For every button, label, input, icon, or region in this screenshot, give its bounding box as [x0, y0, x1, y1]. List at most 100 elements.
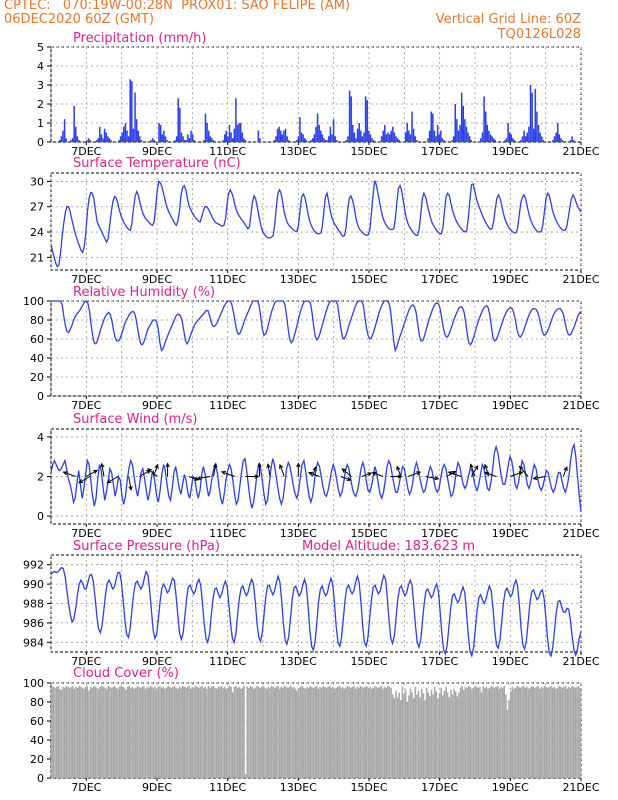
cloud-cover-xtick-label: 21DEC [562, 781, 599, 794]
precipitation-bar [126, 130, 128, 142]
precipitation-xtick-label: 7DEC [71, 145, 101, 158]
cloud-cover-bar [354, 688, 357, 778]
cloud-cover-bar [257, 686, 260, 778]
cloud-cover-xtick-label: 11DEC [209, 781, 246, 794]
precipitation-bar [536, 111, 538, 142]
precipitation-bar [190, 130, 192, 142]
precipitation-bar [366, 100, 368, 142]
precipitation-bar [441, 138, 444, 142]
precipitation-bar [225, 130, 228, 142]
cloud-cover-bar [235, 685, 237, 778]
precipitation-bar [182, 136, 184, 142]
cloud-cover-bar [156, 689, 158, 778]
cloud-cover-bar [569, 687, 572, 778]
cloud-cover-bar [341, 686, 344, 778]
cloud-cover-bar [312, 687, 315, 778]
cloud-cover-bar [223, 686, 226, 778]
cloud-cover-ytick-label: 0 [37, 772, 44, 785]
cloud-cover-bar [501, 687, 504, 778]
cloud-cover-bar [72, 685, 74, 778]
wind-arrow [308, 472, 320, 477]
cloud-cover-ytick-label: 40 [30, 734, 44, 747]
cloud-cover-bar [133, 688, 135, 778]
wind-arrow-head [563, 466, 568, 472]
cloud-cover-bar [65, 685, 68, 778]
precipitation-bar [396, 138, 399, 142]
precipitation-bar [462, 105, 465, 142]
cloud-cover-bar [427, 692, 430, 778]
cloud-cover-bar [543, 685, 546, 778]
precipitation-bar [513, 140, 516, 142]
panel-wind: 0 2 4 7DEC 9DEC 11DEC 13DEC 15DEC 17DEC 19DEC 21DE… [37, 412, 600, 540]
cloud-cover-bar [227, 687, 229, 778]
cloud-cover-bar [417, 690, 420, 778]
cloud-cover-bar [131, 686, 134, 778]
cloud-cover-bar [261, 686, 263, 778]
precipitation-bar [140, 140, 143, 142]
precipitation-bar [227, 136, 229, 142]
wind-arrow [213, 463, 217, 477]
wind-ytick-label: 0 [37, 510, 44, 523]
precipitation-bar [174, 140, 176, 142]
precipitation-bar [228, 124, 231, 142]
precipitation-bar [390, 130, 392, 142]
cloud-cover-bar [409, 688, 412, 778]
cloud-cover-bar [414, 686, 417, 778]
precipitation-ytick-label: 1 [37, 117, 44, 130]
precipitation-bar [177, 98, 180, 142]
cloud-cover-bar [254, 687, 257, 778]
humidity-xtick-label: 11DEC [209, 399, 246, 412]
cloud-cover-bar [198, 687, 200, 778]
precipitation-bar [388, 134, 391, 142]
precipitation-bar [183, 140, 186, 142]
cloud-cover-bar [173, 685, 176, 778]
wind-arrow-head [447, 471, 453, 476]
precipitation-bar [505, 138, 508, 142]
cloud-cover-bar [240, 688, 242, 778]
cloud-cover-bar [564, 685, 567, 778]
cloud-cover-bar [144, 688, 147, 778]
cloud-cover-bar [551, 687, 554, 778]
pressure-ytick-label: 990 [23, 578, 44, 591]
precipitation-bar [97, 138, 99, 142]
precipitation-bar [540, 136, 543, 142]
cloud-cover-bar [283, 685, 286, 778]
wind-arrow-head [474, 464, 479, 470]
cloud-cover-bar [319, 686, 321, 778]
cloud-cover-bar [513, 688, 515, 778]
cloud-cover-bar [55, 686, 58, 778]
precipitation-bar [524, 136, 527, 142]
precipitation-xtick-label: 17DEC [421, 145, 458, 158]
precipitation-bar [212, 140, 215, 142]
precipitation-bar [529, 85, 532, 142]
precipitation-bar [59, 140, 61, 142]
wind-arrow-head [434, 476, 440, 481]
cloud-cover-bar [149, 685, 152, 778]
precipitation-bar [129, 79, 131, 142]
precipitation-bar [465, 126, 468, 142]
cloud-cover-bar [383, 686, 386, 778]
cloud-cover-bar [68, 687, 71, 778]
precipitation-bar [153, 140, 155, 142]
panel-precipitation: 0 1 2 3 4 5 7DEC 9DEC 11DEC 13DEC 15DEC 17DEC 19DEC 2… [37, 31, 600, 158]
cloud-cover-bar [304, 688, 307, 778]
panel-cloud-cover: 0 20 40 60 80 100 7DEC 9DEC 11DEC 13DEC 15DEC 17DEC… [23, 666, 600, 794]
precipitation-bar [204, 113, 207, 142]
cloud-cover-bar [294, 688, 297, 778]
cloud-cover-bar [338, 685, 341, 778]
humidity-title: Relative Humidity (%) [73, 285, 215, 300]
cloud-cover-bar [526, 686, 528, 778]
cloud-cover-bar [199, 686, 202, 778]
precipitation-bar [315, 126, 317, 142]
precipitation-bar [110, 140, 112, 142]
cloud-cover-bar [230, 686, 232, 778]
wind-arrow-head [165, 462, 170, 468]
cloud-cover-xtick-label: 9DEC [142, 781, 172, 794]
wind-arrow-head [62, 471, 68, 476]
cloud-cover-bar [244, 774, 247, 778]
wind-arrow-head [154, 463, 159, 469]
precipitation-bar [166, 140, 168, 142]
cloud-cover-bar [558, 685, 560, 778]
pressure-xtick-label: 13DEC [280, 655, 317, 668]
cloud-cover-bar [521, 686, 523, 778]
